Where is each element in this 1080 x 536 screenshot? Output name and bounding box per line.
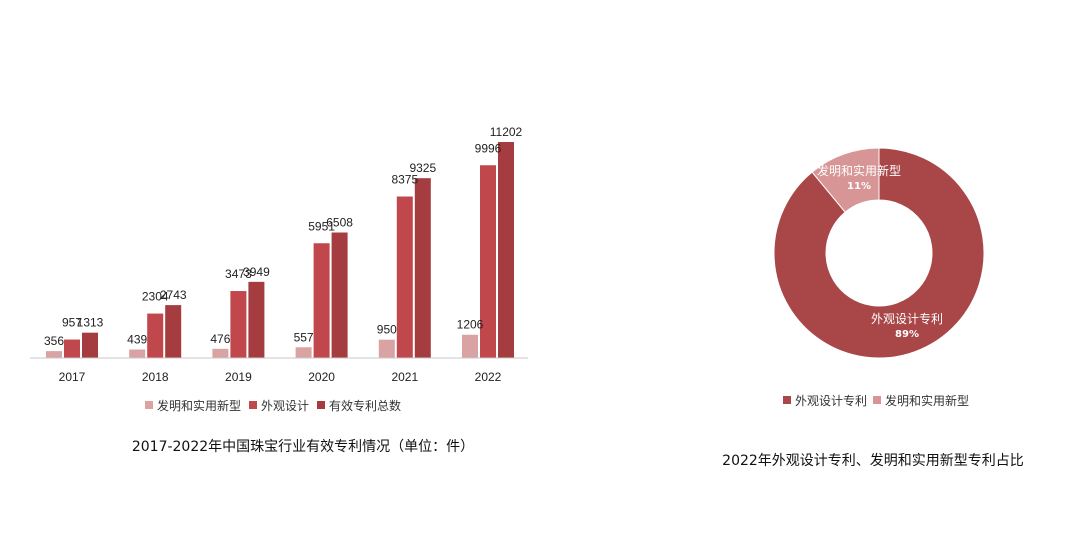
bar-value-label: 476 bbox=[210, 332, 230, 346]
bar-2018-s0 bbox=[129, 349, 146, 358]
bar-2021-s2 bbox=[414, 178, 431, 358]
bar-value-label: 11202 bbox=[490, 125, 523, 139]
bar-2017-s1 bbox=[64, 339, 80, 358]
bar-2018-s2 bbox=[165, 305, 182, 358]
bar-2022-s1 bbox=[480, 165, 496, 358]
bar-2019-s0 bbox=[212, 348, 229, 358]
legend-swatch bbox=[249, 401, 257, 409]
bar-2021-s1 bbox=[396, 196, 413, 358]
bar-2020-s2 bbox=[331, 232, 348, 358]
donut-slice bbox=[811, 147, 880, 213]
bar-value-label: 356 bbox=[44, 334, 64, 348]
x-tick-label: 2017 bbox=[59, 370, 86, 384]
legend-label: 外观设计 bbox=[261, 399, 309, 413]
slice-label: 发明和实用新型 bbox=[817, 163, 901, 178]
donut-slice bbox=[773, 147, 985, 359]
x-tick-label: 2021 bbox=[391, 370, 418, 384]
bar-value-label: 1206 bbox=[457, 318, 484, 332]
bar-value-label: 439 bbox=[127, 333, 147, 347]
bar-value-label: 3949 bbox=[243, 265, 270, 279]
legend-swatch bbox=[317, 401, 325, 409]
donut-legend: 外观设计专利 发明和实用新型 bbox=[783, 393, 969, 408]
donut-slices bbox=[773, 147, 985, 359]
slice-percent: 89% bbox=[895, 329, 919, 340]
bar-value-label: 5951 bbox=[308, 219, 335, 233]
legend-swatch bbox=[873, 396, 881, 404]
bar-legend: 发明和实用新型 外观设计 有效专利总数 bbox=[145, 398, 401, 413]
bar-value-label: 9996 bbox=[475, 141, 502, 155]
bar-2022-s0 bbox=[462, 334, 478, 358]
bar-value-label: 6508 bbox=[326, 216, 353, 230]
bar-2020-s1 bbox=[313, 243, 330, 358]
legend-swatch bbox=[783, 396, 791, 404]
bar-value-label: 2743 bbox=[160, 288, 187, 302]
bar-value-label: 2304 bbox=[142, 290, 169, 304]
bar-2018-s1 bbox=[147, 313, 164, 358]
bar-value-label: 957 bbox=[62, 316, 82, 330]
x-tick-label: 2019 bbox=[225, 370, 252, 384]
legend-label: 有效专利总数 bbox=[329, 398, 401, 413]
x-tick-label: 2020 bbox=[308, 370, 335, 384]
bar-2019-s1 bbox=[230, 291, 247, 358]
bar-chart-title: 2017-2022年中国珠宝行业有效专利情况（单位：件） bbox=[132, 439, 474, 455]
legend-label: 发明和实用新型 bbox=[157, 398, 241, 413]
bar-value-label: 557 bbox=[294, 330, 314, 344]
x-tick-label: 2022 bbox=[475, 370, 502, 384]
legend-label: 发明和实用新型 bbox=[885, 393, 969, 408]
bar-2020-s0 bbox=[295, 347, 312, 358]
bar-2019-s2 bbox=[248, 281, 265, 358]
bar-2017-s2 bbox=[82, 332, 98, 358]
legend-swatch bbox=[145, 401, 153, 409]
legend-label: 外观设计专利 bbox=[795, 393, 867, 408]
bar-2022-s2 bbox=[498, 142, 514, 358]
bar-value-label: 1313 bbox=[77, 316, 104, 330]
donut-chart-title: 2022年外观设计专利、发明和实用新型专利占比 bbox=[722, 453, 1024, 469]
bar-2021-s0 bbox=[378, 339, 395, 358]
bar-2017-s0 bbox=[46, 351, 62, 358]
slice-percent: 11% bbox=[847, 181, 871, 192]
bar-value-label: 8375 bbox=[391, 173, 418, 187]
donut-slice-labels: 外观设计专利 89% 发明和实用新型 11% bbox=[817, 163, 943, 340]
x-tick-labels: 2017 2018 2019 2020 2021 2022 bbox=[59, 370, 502, 384]
slice-label: 外观设计专利 bbox=[871, 311, 943, 326]
bar-marks bbox=[46, 142, 514, 358]
x-tick-label: 2018 bbox=[142, 370, 169, 384]
bar-value-label: 950 bbox=[377, 323, 397, 337]
bar-value-label: 9325 bbox=[409, 161, 436, 175]
bar-value-label: 3473 bbox=[225, 267, 252, 281]
